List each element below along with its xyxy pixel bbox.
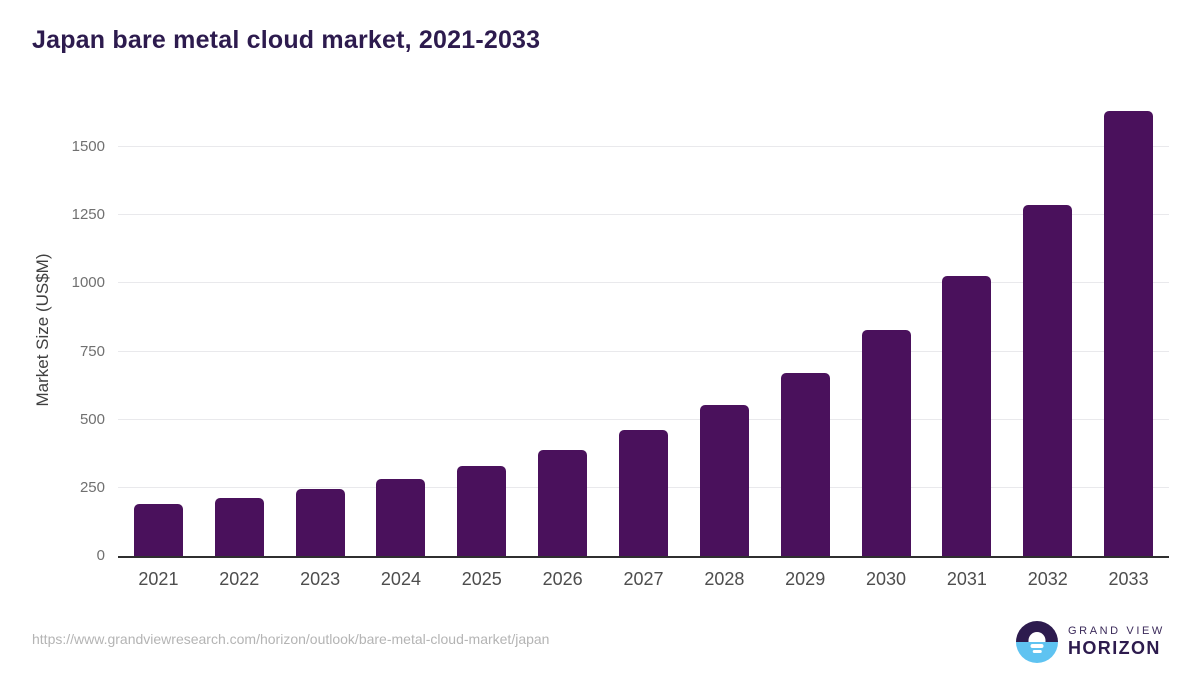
logo-reflection-bar-1 <box>1030 644 1044 648</box>
gridline <box>118 146 1169 148</box>
plot-area: 0 250 500 750 1000 1250 1500 2021 2022 2023 2024 20… <box>72 100 1169 589</box>
x-tick-label: 2024 <box>380 569 421 589</box>
x-tick-label: 2031 <box>946 569 987 589</box>
y-tick-label: 1000 <box>71 274 105 292</box>
bar-2023 <box>295 488 345 556</box>
brand-logo: GRAND VIEW HORIZON <box>1016 621 1165 663</box>
logo-text: GRAND VIEW HORIZON <box>1068 625 1165 659</box>
logo-brand-line1: GRAND VIEW <box>1068 625 1165 637</box>
gridline <box>118 282 1169 284</box>
x-tick-label: 2033 <box>1108 569 1149 589</box>
x-tick-label: 2030 <box>866 569 907 589</box>
x-tick-label: 2021 <box>138 569 179 589</box>
bar-2027 <box>619 430 668 556</box>
x-tick-label: 2025 <box>461 569 502 589</box>
x-tick-label: 2028 <box>704 569 745 589</box>
x-tick-label: 2023 <box>300 569 341 589</box>
y-axis-label: Market Size (US$M) <box>33 253 52 407</box>
bar-2021 <box>133 504 183 556</box>
y-tick-label: 0 <box>96 547 105 564</box>
x-tick-label: 2029 <box>785 569 826 589</box>
gridline <box>118 350 1169 352</box>
bar-2026 <box>538 450 588 556</box>
y-tick-label: 250 <box>79 478 105 496</box>
x-tick-label: 2026 <box>542 569 583 589</box>
y-tick-label: 1250 <box>71 206 105 224</box>
source-url: https://www.grandviewresearch.com/horizo… <box>32 631 550 647</box>
horizon-sunrise-circle-icon <box>1016 621 1058 663</box>
bar-2031 <box>942 276 992 556</box>
logo-brand-line2: HORIZON <box>1068 638 1161 658</box>
gridline <box>118 214 1169 216</box>
bar-2028 <box>699 404 749 556</box>
y-tick-label: 1500 <box>71 138 105 156</box>
bar-2024 <box>376 479 426 556</box>
y-tick-label: 500 <box>79 410 105 428</box>
bar-2025 <box>457 466 507 556</box>
logo-sun-dome <box>1028 632 1046 642</box>
x-tick-label: 2022 <box>219 569 260 589</box>
bar-2030 <box>861 329 911 556</box>
gridline <box>118 418 1169 420</box>
x-tick-label: 2027 <box>623 569 664 589</box>
y-tick-label: 750 <box>79 342 105 360</box>
bar-2033 <box>1104 111 1154 556</box>
logo-reflection-bar-2 <box>1032 650 1042 653</box>
bar-2032 <box>1023 205 1073 556</box>
x-tick-label: 2032 <box>1027 569 1068 589</box>
bar-2029 <box>780 372 830 556</box>
bar-2022 <box>214 497 264 556</box>
chart-title: Japan bare metal cloud market, 2021-2033 <box>32 26 541 54</box>
